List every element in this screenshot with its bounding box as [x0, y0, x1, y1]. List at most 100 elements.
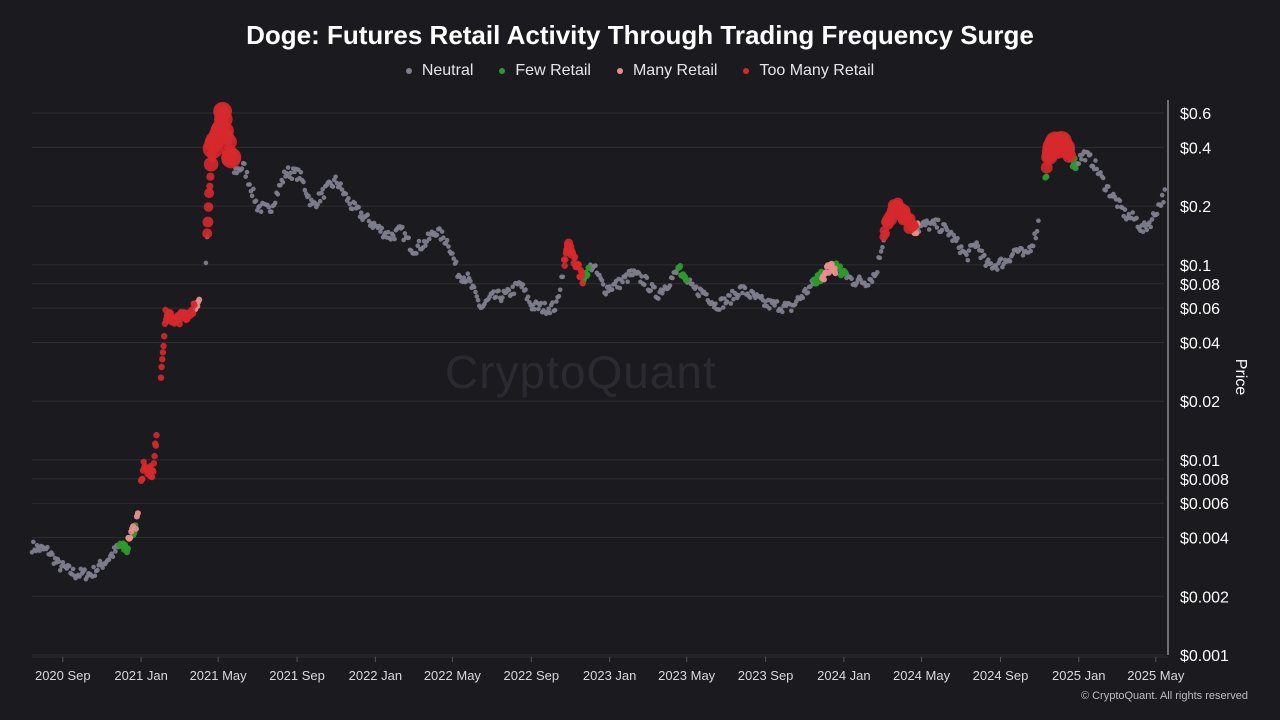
point-neutral: [1007, 258, 1013, 264]
point-neutral: [402, 231, 408, 236]
point-neutral: [50, 552, 55, 557]
point-too-many-retail: [217, 106, 231, 120]
point-neutral: [1148, 224, 1153, 230]
y-tick-label-2: $0.004: [1180, 531, 1229, 548]
point-too-many-retail: [189, 310, 197, 317]
y-tick-label-10: $0.1: [1180, 258, 1211, 275]
point-neutral: [556, 294, 562, 299]
point-neutral: [1106, 184, 1111, 189]
point-neutral: [350, 206, 355, 212]
point-neutral: [772, 303, 777, 308]
y-tick-label-0: $0.001: [1180, 648, 1229, 665]
point-neutral: [1130, 210, 1135, 215]
point-neutral: [560, 274, 566, 280]
point-neutral: [450, 251, 455, 256]
point-too-many-retail: [575, 261, 582, 268]
x-tick-label-9: 2023 Sep: [738, 668, 794, 683]
legend-label-neutral: Neutral: [421, 62, 474, 79]
point-neutral: [988, 261, 994, 266]
legend-dot-few-retail: [499, 68, 506, 74]
point-neutral: [546, 306, 551, 312]
point-neutral: [603, 292, 609, 297]
point-neutral: [471, 285, 477, 290]
point-neutral: [728, 301, 734, 306]
point-neutral: [320, 186, 326, 192]
point-neutral: [358, 210, 364, 215]
point-neutral: [878, 249, 884, 254]
point-neutral: [415, 243, 421, 248]
point-neutral: [100, 565, 105, 570]
legend-dot-neutral: [405, 68, 412, 74]
point-neutral: [523, 287, 528, 292]
point-neutral: [272, 200, 278, 206]
point-neutral: [939, 227, 945, 233]
legend-dot-too-many-retail: [743, 68, 750, 74]
point-neutral: [593, 263, 598, 268]
point-neutral: [439, 229, 445, 234]
point-neutral: [1134, 215, 1139, 221]
point-neutral: [66, 563, 72, 569]
point-neutral: [639, 274, 644, 279]
point-neutral: [468, 278, 473, 284]
point-neutral: [266, 204, 272, 210]
point-neutral: [926, 227, 932, 232]
point-neutral: [302, 187, 308, 193]
point-neutral: [319, 190, 324, 196]
y-tick-label-11: $0.2: [1180, 199, 1211, 216]
point-neutral: [251, 186, 256, 192]
point-neutral: [385, 229, 391, 235]
legend-item-many-retail[interactable]: Many Retail: [616, 62, 717, 80]
y-axis-label: Price: [1232, 358, 1250, 396]
point-neutral: [1030, 243, 1036, 249]
point-many-retail: [196, 296, 203, 303]
point-neutral: [550, 300, 555, 305]
point-neutral: [652, 285, 657, 290]
point-neutral: [1149, 217, 1155, 222]
point-neutral: [298, 170, 304, 175]
point-neutral: [1082, 158, 1088, 163]
point-neutral: [378, 229, 383, 234]
point-neutral: [694, 284, 699, 290]
point-too-many-retail: [159, 349, 167, 356]
legend-item-neutral[interactable]: Neutral: [405, 62, 474, 80]
point-neutral: [427, 236, 432, 242]
point-neutral: [1121, 213, 1126, 219]
point-neutral: [642, 282, 647, 288]
point-neutral: [648, 288, 653, 293]
point-neutral: [474, 294, 480, 299]
point-neutral: [998, 256, 1004, 262]
point-too-many-retail: [191, 301, 198, 309]
point-neutral: [774, 299, 780, 304]
point-neutral: [465, 271, 471, 277]
point-neutral: [767, 306, 772, 311]
point-neutral: [511, 291, 517, 297]
y-tick-label-6: $0.02: [1180, 394, 1220, 411]
point-neutral: [759, 293, 764, 299]
point-neutral: [1147, 220, 1152, 225]
legend-item-too-many-retail[interactable]: Too Many Retail: [743, 62, 874, 80]
point-neutral: [1159, 192, 1165, 198]
point-neutral: [423, 243, 428, 248]
point-neutral: [1034, 228, 1040, 234]
point-neutral: [392, 236, 397, 242]
point-neutral: [803, 286, 808, 292]
point-neutral: [1161, 200, 1166, 205]
point-neutral: [554, 299, 559, 304]
point-neutral: [301, 179, 306, 185]
point-neutral: [674, 270, 679, 276]
point-too-many-retail: [202, 216, 214, 228]
point-neutral: [242, 161, 247, 167]
point-neutral: [333, 174, 338, 180]
legend-item-few-retail[interactable]: Few Retail: [499, 62, 591, 80]
point-neutral: [600, 282, 606, 287]
point-neutral: [532, 306, 537, 312]
point-neutral: [727, 293, 732, 298]
point-few-retail: [677, 263, 684, 269]
point-neutral: [31, 539, 36, 545]
point-neutral: [400, 224, 405, 230]
point-neutral: [965, 257, 971, 263]
point-few-retail: [842, 270, 849, 277]
point-neutral: [317, 198, 323, 204]
point-neutral: [1154, 211, 1160, 217]
